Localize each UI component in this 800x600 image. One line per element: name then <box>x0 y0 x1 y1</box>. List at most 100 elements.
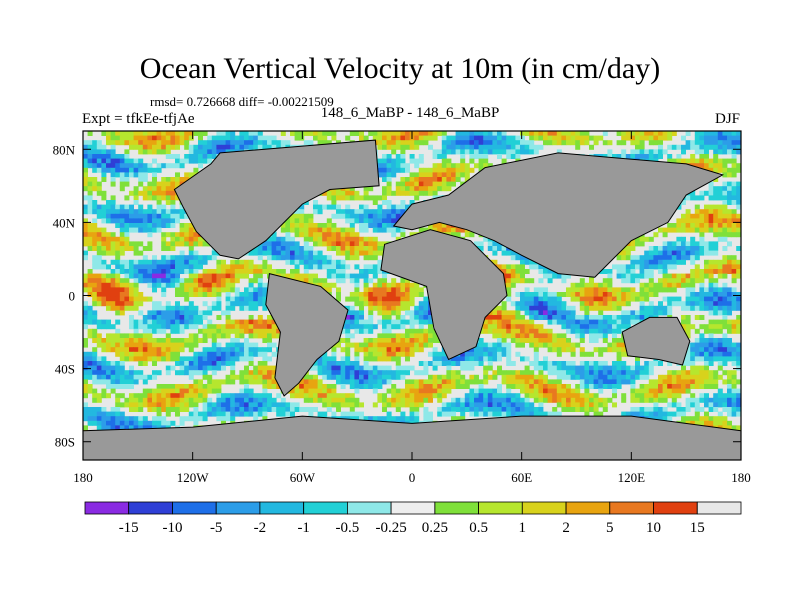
field-cell <box>405 278 410 284</box>
field-cell <box>188 305 194 311</box>
field-cell <box>313 255 318 261</box>
field-cell <box>239 324 245 330</box>
field-cell <box>336 195 341 201</box>
field-cell <box>432 163 438 169</box>
field-cell <box>138 213 144 219</box>
field-cell <box>704 218 709 224</box>
field-cell <box>161 338 167 343</box>
field-cell <box>400 177 406 182</box>
field-cell <box>639 241 645 247</box>
field-cell <box>161 278 167 284</box>
field-cell <box>625 310 631 316</box>
field-cell <box>405 204 410 210</box>
field-cell <box>198 287 203 293</box>
field-cell <box>708 144 714 150</box>
field-cell <box>354 324 360 330</box>
field-cell <box>244 324 249 330</box>
field-cell <box>133 278 139 284</box>
field-cell <box>556 310 562 316</box>
field-cell <box>372 287 378 293</box>
field-cell <box>317 241 323 247</box>
field-cell <box>138 301 144 307</box>
field-cell <box>101 163 107 169</box>
field-cell <box>331 269 337 274</box>
field-cell <box>202 144 208 150</box>
field-cell <box>616 328 622 334</box>
field-cell <box>165 135 171 141</box>
field-cell <box>129 324 134 330</box>
field-cell <box>432 333 438 339</box>
field-cell <box>101 158 107 164</box>
field-cell <box>207 273 213 279</box>
field-cell <box>584 292 590 297</box>
field-cell <box>538 135 544 141</box>
field-cell <box>253 131 259 136</box>
field-cell <box>326 255 332 261</box>
field-cell <box>506 269 512 274</box>
field-cell <box>340 338 346 343</box>
field-cell <box>207 324 213 330</box>
field-cell <box>110 282 116 288</box>
field-cell <box>267 328 272 334</box>
field-cell <box>106 250 111 256</box>
field-cell <box>455 177 461 182</box>
field-cell <box>96 236 102 242</box>
field-cell <box>708 131 714 136</box>
field-cell <box>101 324 107 330</box>
field-cell <box>598 282 604 288</box>
field-cell <box>87 273 93 279</box>
field-cell <box>699 190 705 196</box>
field-cell <box>96 154 102 159</box>
field-cell <box>437 154 443 159</box>
field-cell <box>184 296 190 302</box>
field-cell <box>377 209 383 215</box>
field-cell <box>455 140 461 146</box>
field-cell <box>308 264 314 270</box>
field-cell <box>248 296 254 302</box>
field-cell <box>92 259 98 265</box>
field-cell <box>152 181 157 187</box>
field-cell <box>662 135 668 141</box>
field-cell <box>533 292 539 297</box>
field-cell <box>690 282 696 288</box>
field-cell <box>552 310 558 316</box>
field-cell <box>124 246 130 251</box>
field-cell <box>152 310 157 316</box>
field-cell <box>501 131 507 136</box>
field-cell <box>110 232 116 238</box>
field-cell <box>736 264 741 270</box>
field-cell <box>290 250 295 256</box>
field-cell <box>533 338 539 343</box>
field-cell <box>96 213 102 219</box>
field-cell <box>119 172 125 178</box>
field-cell <box>713 177 719 182</box>
field-cell <box>602 338 608 343</box>
field-cell <box>428 310 433 316</box>
field-cell <box>400 190 406 196</box>
field-cell <box>285 227 291 233</box>
field-cell <box>267 250 272 256</box>
field-cell <box>423 186 429 192</box>
field-cell <box>165 255 171 261</box>
field-cell <box>156 181 162 187</box>
field-cell <box>685 324 691 330</box>
field-cell <box>510 273 516 279</box>
field-cell <box>432 186 438 192</box>
field-cell <box>409 232 415 238</box>
field-cell <box>234 278 240 284</box>
field-cell <box>441 163 447 169</box>
field-cell <box>717 140 723 146</box>
field-cell <box>694 195 700 201</box>
field-cell <box>331 227 337 233</box>
field-cell <box>124 227 130 233</box>
field-cell <box>570 310 576 316</box>
field-cell <box>423 135 429 141</box>
field-cell <box>179 310 185 316</box>
field-cell <box>717 296 723 302</box>
field-cell <box>147 144 153 150</box>
field-cell <box>690 223 696 228</box>
field-cell <box>294 135 300 141</box>
field-cell <box>736 328 741 334</box>
field-cell <box>313 273 318 279</box>
field-cell <box>658 269 663 274</box>
